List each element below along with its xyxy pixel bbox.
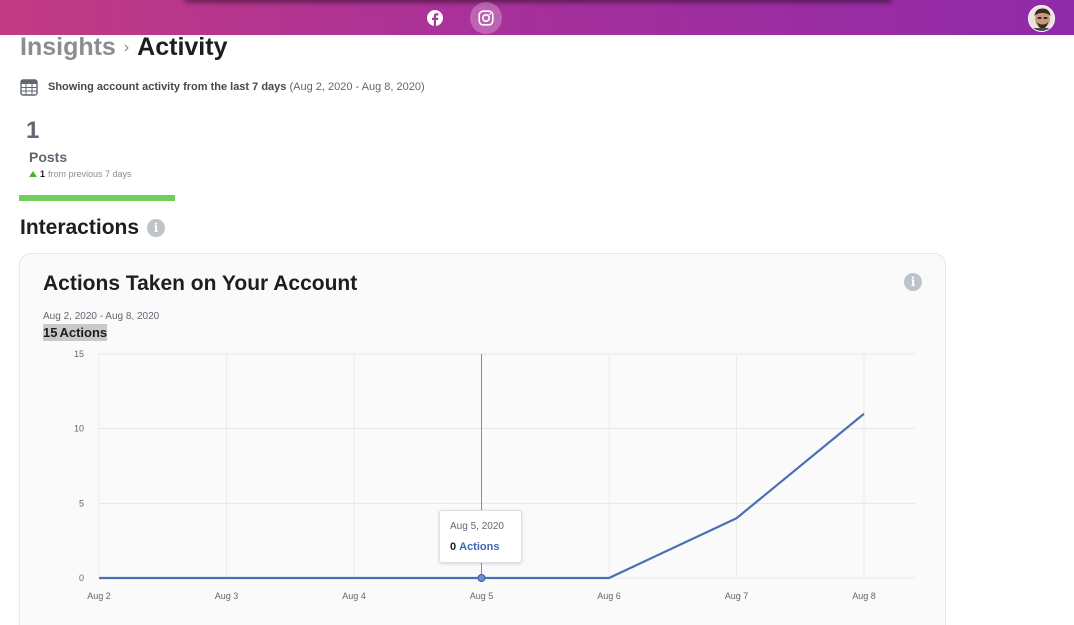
facebook-tab[interactable]	[419, 2, 451, 34]
date-range-dates: (Aug 2, 2020 - Aug 8, 2020)	[289, 81, 425, 93]
data-point	[477, 574, 486, 582]
arrow-up-icon	[29, 171, 37, 177]
avatar[interactable]	[1028, 5, 1055, 32]
x-tick-label: Aug 8	[852, 591, 876, 601]
posts-count: 1	[26, 117, 40, 144]
tooltip-date: Aug 5, 2020	[450, 521, 504, 532]
info-icon[interactable]: i	[147, 219, 166, 237]
facebook-icon	[427, 10, 443, 26]
profile-photo-icon	[1029, 6, 1054, 31]
x-axis-ticks: Aug 2 Aug 3 Aug 4 Aug 5 Aug 6 Aug 7 Aug 8	[87, 591, 876, 601]
x-tick-label: Aug 2	[87, 591, 111, 601]
top-bar	[0, 0, 1074, 35]
chart-series	[98, 412, 865, 582]
posts-metric-tab[interactable]: 1 Posts 1 from previous 7 days	[19, 112, 175, 201]
x-tick-label: Aug 6	[597, 591, 621, 601]
info-icon[interactable]: i	[904, 273, 922, 291]
posts-label: Posts	[29, 149, 68, 165]
instagram-tab[interactable]	[470, 2, 502, 34]
interactions-title: Interactions	[20, 216, 140, 239]
page-title: Activity	[137, 33, 228, 61]
y-tick-label: 10	[74, 424, 84, 434]
interactions-heading: Interactions i	[20, 216, 166, 240]
chart-tooltip: Aug 5, 2020 0 Actions	[439, 510, 522, 563]
tooltip-value: 0 Actions	[450, 541, 499, 553]
posts-delta-value: 1	[40, 169, 46, 179]
card-total-value: 15	[43, 325, 58, 340]
selected-tab-indicator	[19, 195, 175, 201]
tooltip-count: 0	[450, 541, 457, 553]
y-tick-label: 0	[79, 573, 84, 583]
x-tick-label: Aug 3	[215, 591, 239, 601]
x-tick-label: Aug 4	[342, 591, 366, 601]
tooltip-label: Actions	[459, 541, 500, 553]
date-range-description: Showing account activity from the last 7…	[48, 81, 287, 93]
instagram-icon	[478, 10, 494, 26]
date-range-row: Showing account activity from the last 7…	[20, 78, 425, 96]
posts-delta: 1 from previous 7 days	[29, 169, 132, 179]
y-axis-ticks: 0 5 10 15	[74, 349, 84, 583]
x-tick-label: Aug 7	[725, 591, 749, 601]
y-tick-label: 5	[79, 498, 84, 508]
card-total: 15 Actions	[43, 324, 108, 341]
card-date-range: Aug 2, 2020 - Aug 8, 2020	[43, 311, 160, 322]
breadcrumb-insights-link[interactable]: Insights	[20, 33, 116, 61]
y-tick-label: 15	[74, 349, 84, 359]
card-title: Actions Taken on Your Account	[43, 272, 358, 295]
card-total-label: Actions	[59, 325, 108, 340]
x-tick-label: Aug 5	[470, 591, 494, 601]
actions-card: Actions Taken on Your Account i Aug 2, 2…	[19, 253, 946, 625]
posts-delta-text: from previous 7 days	[48, 169, 132, 179]
calendar-icon[interactable]	[20, 78, 38, 96]
breadcrumb: Insights › Activity	[20, 33, 227, 62]
chevron-right-icon: ›	[123, 39, 130, 56]
